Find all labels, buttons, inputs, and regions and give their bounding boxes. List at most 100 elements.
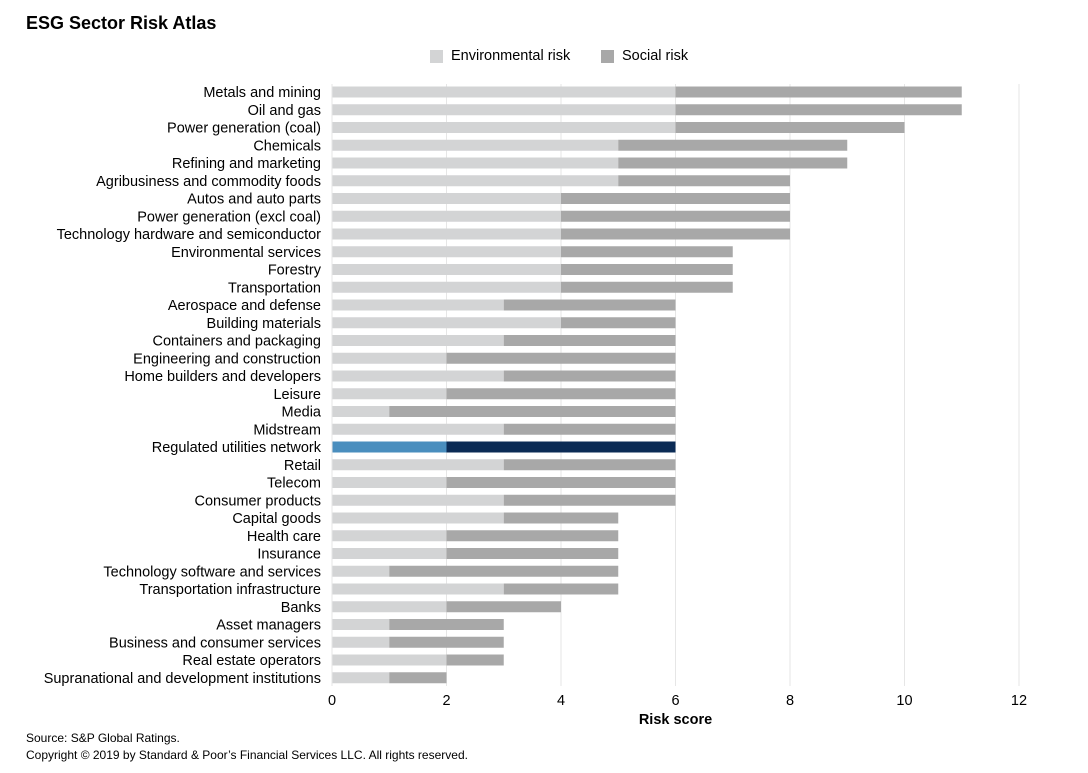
- category-label: Technology software and services: [103, 564, 321, 580]
- bar-social: [675, 86, 962, 98]
- bar-environmental: [332, 175, 619, 187]
- bar-environmental: [332, 619, 390, 630]
- bar-environmental: [332, 459, 504, 471]
- bar-environmental: [332, 86, 676, 98]
- bar-social: [503, 299, 676, 311]
- bar-social: [446, 654, 504, 666]
- bar-social: [561, 193, 790, 204]
- bar-social: [503, 335, 676, 346]
- bar-environmental: [332, 246, 561, 258]
- category-label: Insurance: [257, 547, 321, 563]
- bar-environmental: [332, 352, 447, 364]
- x-tick-label: 0: [328, 693, 336, 709]
- category-label: Midstream: [253, 422, 321, 438]
- legend-item-environmental: Environmental risk: [430, 46, 570, 66]
- bar-environmental: [332, 299, 504, 311]
- chart-title: ESG Sector Risk Atlas: [26, 13, 217, 33]
- bar-social: [561, 281, 733, 293]
- bar-social: [446, 388, 676, 400]
- bar-environmental: [332, 494, 504, 506]
- bar-environmental: [332, 193, 561, 204]
- legend-item-social: Social risk: [601, 46, 688, 66]
- bar-social: [618, 175, 790, 187]
- legend: Environmental risk Social risk: [0, 46, 1088, 66]
- x-axis-label: Risk score: [639, 712, 712, 728]
- bar-social: [561, 228, 790, 240]
- bar-social: [675, 104, 962, 116]
- category-label: Autos and auto parts: [187, 192, 321, 208]
- bar-social: [561, 246, 733, 258]
- bar-environmental: [332, 583, 504, 595]
- x-tick-label: 10: [896, 693, 912, 709]
- bar-environmental: [332, 477, 447, 488]
- bar-social: [503, 459, 676, 471]
- legend-swatch-environmental: [430, 49, 443, 63]
- bar-environmental: [332, 104, 676, 116]
- bar-environmental: [332, 139, 619, 151]
- footer-copyright: Copyright © 2019 by Standard & Poor’s Fi…: [26, 748, 468, 762]
- category-label: Engineering and construction: [133, 351, 321, 367]
- category-label: Technology hardware and semiconductor: [57, 227, 322, 243]
- category-label: Capital goods: [232, 511, 321, 527]
- x-tick-label: 12: [1011, 693, 1027, 709]
- category-label: Environmental services: [171, 245, 321, 261]
- bar-environmental: [332, 601, 447, 613]
- category-label: Transportation: [228, 280, 321, 296]
- bar-environmental: [332, 636, 390, 648]
- bar-environmental: [332, 335, 504, 346]
- x-tick-label: 6: [671, 693, 679, 709]
- bar-social: [503, 512, 619, 524]
- bar-social: [561, 264, 733, 275]
- category-label: Transportation infrastructure: [139, 582, 321, 598]
- category-label: Retail: [284, 458, 321, 474]
- bar-environmental: [332, 441, 447, 453]
- bar-environmental: [332, 281, 561, 293]
- category-label: Power generation (excl coal): [137, 209, 321, 225]
- category-label: Asset managers: [216, 618, 321, 634]
- bar-social: [503, 423, 676, 435]
- bar-environmental: [332, 228, 561, 240]
- legend-swatch-social: [601, 49, 614, 63]
- category-label: Leisure: [273, 387, 321, 403]
- bar-social: [446, 477, 676, 488]
- category-label: Containers and packaging: [153, 334, 321, 350]
- bar-environmental: [332, 264, 561, 275]
- category-label: Agribusiness and commodity foods: [96, 174, 321, 190]
- category-label: Real estate operators: [182, 653, 321, 669]
- category-label: Telecom: [267, 476, 321, 492]
- legend-label-environmental: Environmental risk: [451, 48, 571, 64]
- bar-environmental: [332, 548, 447, 559]
- x-tick-label: 2: [442, 693, 450, 709]
- bar-social: [389, 636, 504, 648]
- category-label: Building materials: [207, 316, 321, 332]
- bar-social: [618, 139, 848, 151]
- bar-social: [389, 406, 676, 417]
- bar-environmental: [332, 654, 447, 666]
- category-label: Chemicals: [253, 138, 321, 154]
- bar-social: [503, 583, 619, 595]
- category-label: Health care: [247, 529, 321, 545]
- bar-social: [561, 210, 790, 222]
- category-label: Regulated utilities network: [152, 440, 322, 456]
- bar-environmental: [332, 512, 504, 524]
- bar-environmental: [332, 565, 390, 577]
- category-label: Consumer products: [194, 493, 321, 509]
- bar-social: [389, 619, 504, 630]
- bar-environmental: [332, 530, 447, 542]
- legend-label-social: Social risk: [622, 48, 689, 64]
- bar-social: [503, 370, 676, 382]
- bar-environmental: [332, 122, 676, 133]
- category-label: Oil and gas: [248, 103, 321, 119]
- bar-social: [389, 565, 619, 577]
- category-label: Metals and mining: [203, 85, 321, 101]
- bar-social: [446, 601, 561, 613]
- category-label: Media: [282, 405, 322, 421]
- category-label: Banks: [281, 600, 321, 616]
- bar-social: [503, 494, 676, 506]
- bar-environmental: [332, 210, 561, 222]
- category-label: Refining and marketing: [172, 156, 321, 172]
- category-label: Supranational and development institutio…: [44, 671, 321, 687]
- bar-environmental: [332, 317, 561, 329]
- bar-social: [446, 352, 676, 364]
